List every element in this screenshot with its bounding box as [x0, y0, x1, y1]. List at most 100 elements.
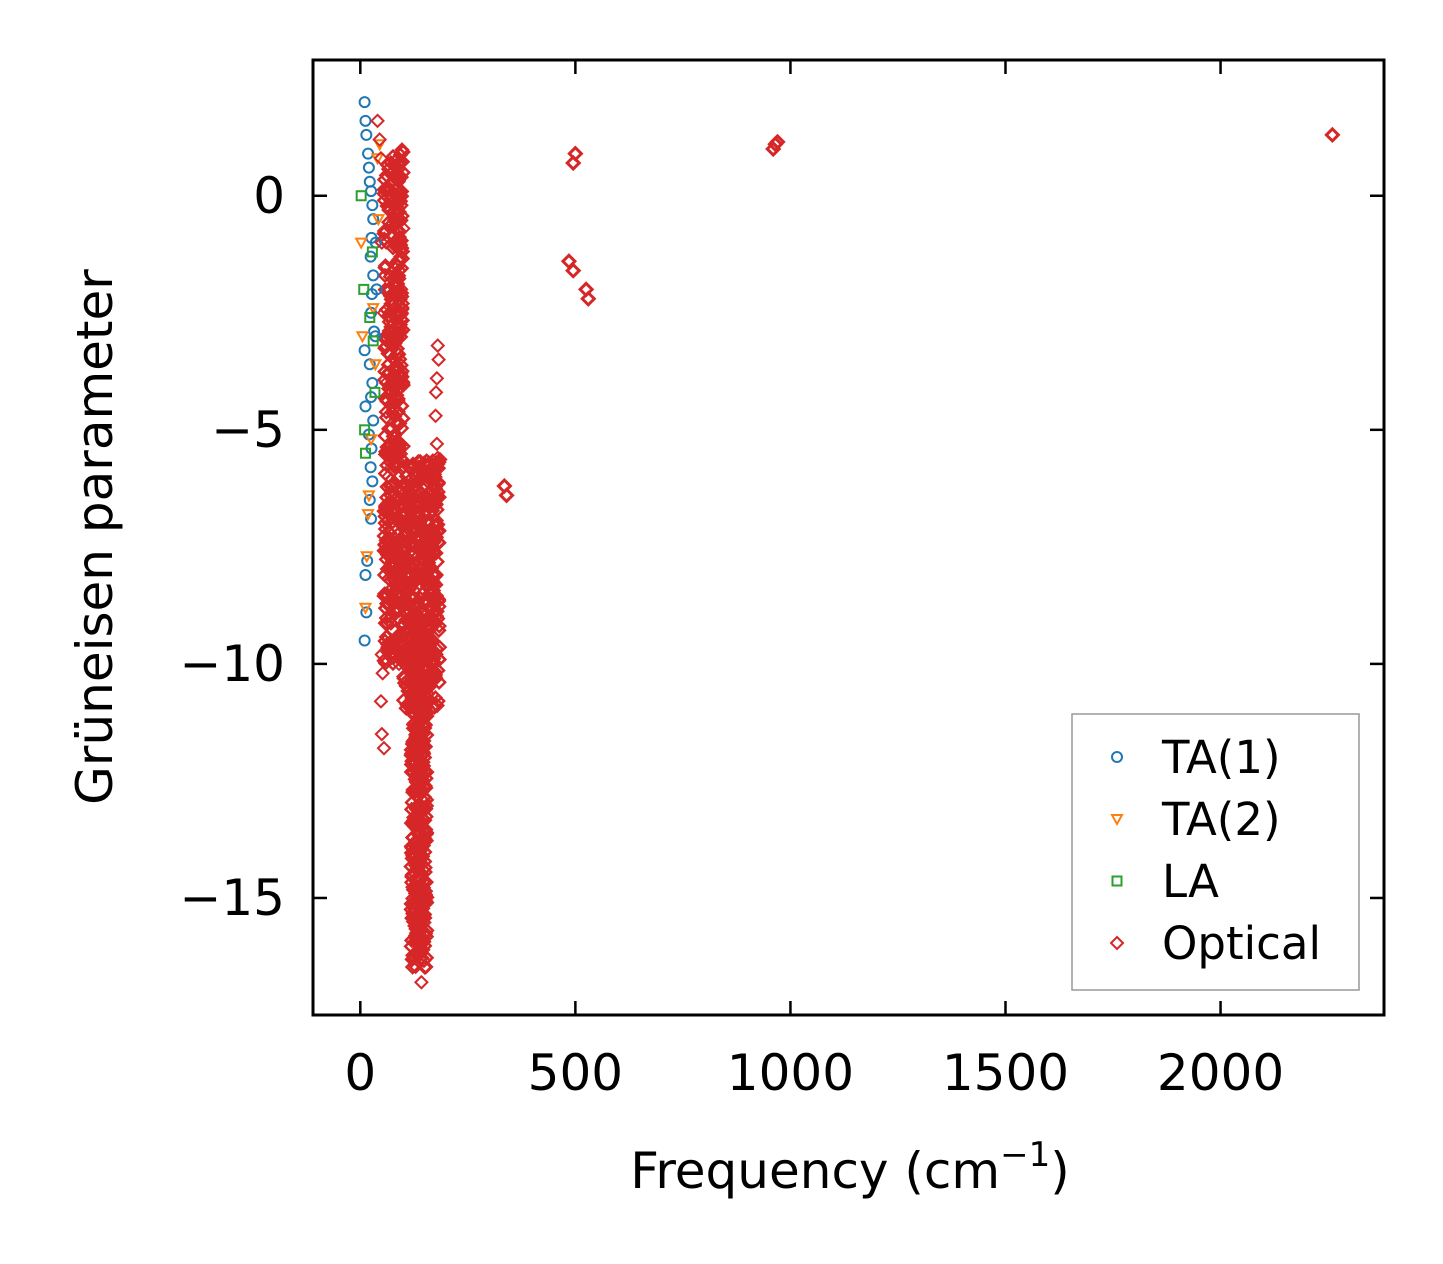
optical-bulk-point	[407, 666, 424, 682]
legend-label: LA	[1162, 855, 1219, 908]
legend: TA(1) TA(2) LA Optical	[1071, 713, 1360, 991]
data-point	[769, 133, 786, 151]
optical-bulk-point	[383, 493, 399, 510]
data-point	[567, 145, 584, 162]
optical-bulk-point	[394, 300, 410, 316]
data-point	[413, 913, 428, 929]
x-tick-label: 2000	[1157, 1044, 1284, 1102]
optical-bulk-point	[426, 466, 443, 483]
optical-bulk-point	[391, 415, 408, 432]
optical-bulk-point	[389, 283, 405, 300]
optical-bulk-point	[418, 959, 434, 975]
data-point	[429, 370, 445, 386]
optical-bulk-point	[415, 754, 431, 770]
data-point	[367, 269, 380, 282]
optical-bulk-point	[384, 514, 401, 530]
optical-bulk-point	[377, 600, 394, 617]
optical-bulk-point	[417, 844, 433, 860]
optical-bulk-point	[390, 304, 406, 320]
optical-bulk-point	[404, 533, 421, 550]
data-point	[373, 693, 389, 709]
data-points	[354, 96, 1341, 990]
optical-bulk-point	[379, 447, 395, 463]
optical-bulk-point	[401, 581, 418, 598]
axis-ticks	[313, 60, 1384, 1015]
optical-bulk-point	[378, 409, 395, 426]
data-point	[366, 377, 379, 390]
optical-bulk-point	[409, 721, 426, 738]
legend-frame	[1071, 713, 1360, 991]
optical-bulk-point	[431, 523, 447, 539]
y-tick-label: 0	[253, 167, 285, 225]
optical-bulk-point	[395, 377, 412, 393]
optical-bulk-point	[413, 850, 430, 867]
data-point	[373, 150, 389, 166]
data-point	[367, 335, 379, 347]
optical-bulk-point	[405, 782, 421, 798]
optical-bulk-point	[416, 889, 432, 906]
y-tick-label: −15	[179, 869, 285, 927]
optical-bulk-point	[428, 567, 445, 583]
optical-bulk-point	[386, 212, 403, 229]
optical-bulk-point	[376, 542, 392, 559]
optical-bulk-point	[417, 591, 433, 608]
x-tick-label: 500	[528, 1044, 623, 1102]
data-point	[429, 436, 445, 452]
data-point	[361, 509, 375, 522]
data-point	[362, 161, 375, 174]
data-point	[360, 128, 373, 141]
data-point	[368, 359, 383, 372]
data-point	[369, 386, 381, 398]
optical-bulk-point	[418, 798, 435, 814]
optical-bulk-point	[409, 918, 425, 935]
optical-bulk-point	[389, 237, 405, 253]
optical-bulk-point	[396, 560, 413, 576]
legend-marker	[1111, 751, 1123, 763]
optical-bulk-point	[404, 690, 421, 706]
optical-bulk-point	[378, 595, 395, 612]
data-point	[428, 408, 443, 424]
optical-bulk-point	[425, 590, 441, 606]
optical-bulk-point	[394, 142, 410, 158]
y-tick-label: −10	[179, 635, 285, 693]
optical-bulk-point	[408, 947, 424, 963]
data-point	[380, 469, 396, 485]
optical-bulk-point	[379, 393, 395, 409]
optical-bulk-point	[393, 183, 410, 200]
x-axis-label: Frequency (cm−1)	[630, 1135, 1070, 1200]
optical-bulk-point	[417, 694, 433, 711]
data-point	[421, 586, 437, 602]
y-axis-label: Grüneisen parameter	[66, 269, 124, 805]
data-point	[426, 539, 441, 555]
optical-bulk-point	[421, 455, 437, 471]
optical-bulk-point	[383, 555, 400, 571]
legend-item: TA(1)	[1111, 731, 1281, 784]
data-point	[358, 96, 371, 109]
legend-item: TA(2)	[1110, 793, 1281, 846]
data-point	[413, 974, 429, 990]
optical-bulk-point	[410, 619, 427, 635]
optical-bulk-point	[419, 689, 435, 705]
legend-label: Optical	[1162, 917, 1321, 970]
data-point	[428, 492, 443, 508]
data-point	[428, 384, 444, 400]
optical-bulk-point	[381, 314, 398, 330]
data-point	[565, 262, 582, 279]
data-point	[413, 843, 428, 859]
data-point	[391, 656, 407, 672]
optical-bulk-point	[414, 651, 430, 667]
x-tick-label: 1500	[942, 1044, 1069, 1102]
optical-bulk-point	[412, 824, 428, 840]
optical-bulk-point	[376, 372, 393, 388]
data-point	[364, 461, 377, 474]
optical-bulk-point	[384, 497, 401, 513]
optical-bulk-point	[408, 674, 425, 691]
legend-label: TA(1)	[1161, 731, 1281, 784]
legend-label: TA(2)	[1161, 793, 1281, 846]
data-point	[364, 311, 376, 323]
legend-item: Optical	[1109, 917, 1321, 970]
data-point	[370, 113, 385, 129]
optical-bulk-point	[392, 193, 409, 209]
data-point	[400, 492, 416, 508]
